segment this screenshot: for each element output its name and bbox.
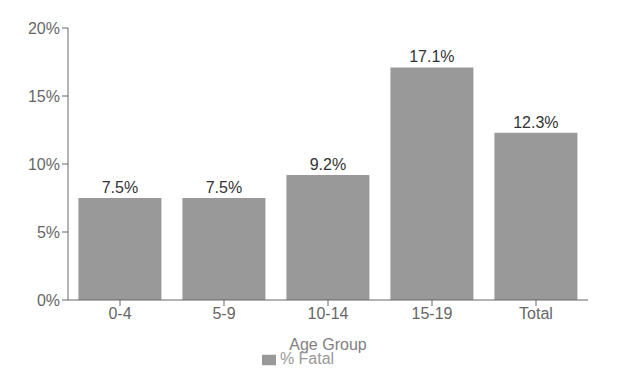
- svg-text:10%: 10%: [28, 156, 60, 173]
- svg-text:17.1%: 17.1%: [409, 48, 454, 65]
- svg-text:10-14: 10-14: [308, 305, 349, 322]
- svg-text:0-4: 0-4: [108, 305, 131, 322]
- svg-text:Age Group: Age Group: [289, 336, 366, 353]
- svg-text:7.5%: 7.5%: [102, 179, 138, 196]
- svg-text:15%: 15%: [28, 88, 60, 105]
- svg-text:7.5%: 7.5%: [206, 179, 242, 196]
- svg-text:12.3%: 12.3%: [513, 114, 558, 131]
- svg-text:5%: 5%: [37, 224, 60, 241]
- svg-text:Total: Total: [519, 305, 553, 322]
- svg-text:5-9: 5-9: [212, 305, 235, 322]
- svg-text:15-19: 15-19: [412, 305, 453, 322]
- svg-text:0%: 0%: [37, 292, 60, 309]
- svg-text:20%: 20%: [28, 20, 60, 37]
- svg-text:9.2%: 9.2%: [310, 156, 346, 173]
- html-text:% Fatal: % Fatal: [279, 350, 335, 367]
